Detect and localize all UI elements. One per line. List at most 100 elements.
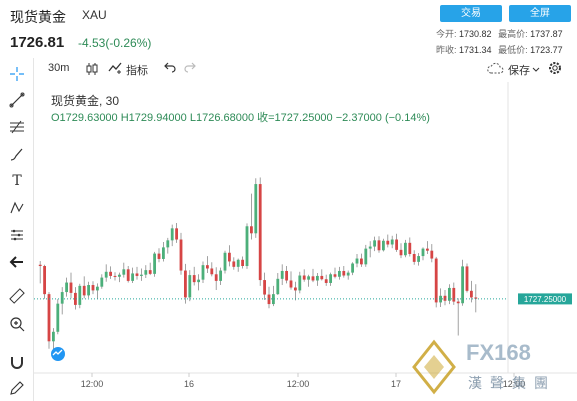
cloud-icon[interactable]	[486, 61, 504, 78]
pencil-lock-icon[interactable]	[7, 378, 27, 398]
candle-body	[289, 280, 293, 288]
indicators-icon[interactable]	[108, 62, 122, 77]
pattern-icon[interactable]	[7, 198, 27, 218]
candle-body	[73, 292, 77, 305]
candle-body	[320, 275, 324, 280]
x-tick-label: 16	[184, 379, 194, 389]
x-tick-label: 12:00	[81, 379, 104, 389]
candle-body	[166, 240, 170, 248]
back-arrow-icon[interactable]	[7, 252, 27, 272]
candle-body	[465, 266, 469, 291]
indicators-button[interactable]: 指标	[126, 65, 148, 77]
candle-body	[205, 265, 209, 269]
candle-body	[280, 270, 284, 279]
x-tick-label: 12:00	[287, 379, 310, 389]
candle-body	[197, 279, 201, 283]
candle-body	[456, 301, 460, 304]
magnet-icon[interactable]	[7, 352, 27, 372]
fib-icon[interactable]	[7, 117, 27, 137]
candle-body	[126, 269, 130, 281]
candle-body	[223, 252, 227, 271]
chart-legend-title: 现货黄金, 30	[51, 94, 120, 108]
candle-body	[346, 272, 350, 276]
candle-body	[183, 270, 187, 298]
candle-body	[293, 287, 297, 291]
candle-body	[214, 274, 218, 281]
zoom-in-icon[interactable]	[7, 314, 27, 334]
last-price-label: 1727.25000	[524, 295, 567, 304]
candle-body	[461, 266, 465, 304]
candle-body	[373, 240, 377, 247]
candle-body	[390, 239, 394, 245]
candle-body	[452, 287, 456, 302]
candle-body	[188, 275, 192, 298]
crosshair-icon[interactable]	[7, 64, 27, 84]
undo-icon[interactable]	[164, 61, 176, 76]
candle-body	[117, 274, 121, 277]
candle-body	[417, 256, 421, 262]
candlestick-chart[interactable]: 1727.25000 12:00 16 12:00 17 12:00 FX168 漢聲集…	[34, 82, 577, 401]
stats-row-1: 今开: 1730.82 最高价: 1737.87	[436, 27, 567, 40]
save-button[interactable]: 保存	[508, 65, 530, 77]
instrument-code: XAU	[82, 8, 107, 22]
trend-line-icon[interactable]	[7, 90, 27, 110]
candle-body	[337, 270, 341, 277]
chevron-down-icon[interactable]	[532, 64, 540, 76]
chart-type-icon[interactable]	[86, 62, 98, 79]
candle-body	[285, 270, 289, 281]
gear-icon[interactable]	[548, 61, 562, 78]
chart-panel[interactable]: 1727.25000 12:00 16 12:00 17 12:00 FX168 漢聲集…	[34, 82, 577, 401]
candle-body	[232, 261, 236, 267]
candle-body	[241, 259, 245, 266]
candle-body	[267, 294, 271, 305]
tradingview-logo	[51, 347, 65, 361]
candle-body	[377, 240, 381, 251]
candle-body	[148, 270, 152, 274]
candle-body	[144, 270, 148, 275]
timeframe-selector[interactable]: 30m	[48, 62, 70, 74]
prev-close-value: 1731.34	[459, 45, 492, 55]
high-value: 1737.87	[530, 29, 563, 39]
candle-body	[298, 275, 302, 291]
ruler-icon[interactable]	[7, 286, 27, 306]
price-change: -4.53(-0.26%)	[78, 36, 152, 50]
candle-body	[355, 258, 359, 264]
prev-close-label: 昨收:	[436, 45, 457, 55]
open-label: 今开:	[436, 29, 457, 39]
candle-body	[139, 274, 143, 276]
text-tool-icon[interactable]: T	[12, 173, 22, 189]
candle-body	[408, 242, 412, 254]
candle-body	[113, 275, 117, 277]
trade-button[interactable]: 交易	[440, 5, 502, 22]
candle-body	[430, 250, 434, 259]
candle-body	[56, 303, 60, 332]
candle-body	[474, 297, 478, 299]
candle-body	[227, 252, 231, 262]
candle-body	[87, 285, 91, 296]
redo-icon[interactable]	[184, 61, 196, 76]
candle-body	[245, 226, 249, 266]
watermark-text-fx: FX168	[466, 340, 531, 365]
candle-body	[153, 253, 157, 274]
candle-body	[386, 240, 390, 245]
candle-body	[439, 295, 443, 303]
candle-body	[447, 287, 451, 301]
fullscreen-button[interactable]: 全屏	[509, 5, 571, 22]
candle-body	[276, 278, 280, 295]
candle-body	[161, 247, 165, 259]
candle-body	[47, 294, 51, 342]
candle-body	[192, 275, 196, 283]
candle-body	[271, 294, 275, 305]
candle-body	[78, 285, 82, 305]
candle-body	[201, 265, 205, 280]
candle-body	[69, 282, 73, 293]
candle-body	[315, 275, 319, 281]
watermark-logo: FX168 漢聲集團	[412, 339, 548, 395]
brush-icon[interactable]	[7, 144, 27, 164]
candle-body	[364, 248, 368, 265]
high-label: 最高价:	[498, 29, 528, 39]
candle-body	[329, 274, 333, 283]
measure-icon[interactable]	[7, 225, 27, 245]
candle-body	[91, 285, 95, 291]
candle-body	[381, 240, 385, 251]
